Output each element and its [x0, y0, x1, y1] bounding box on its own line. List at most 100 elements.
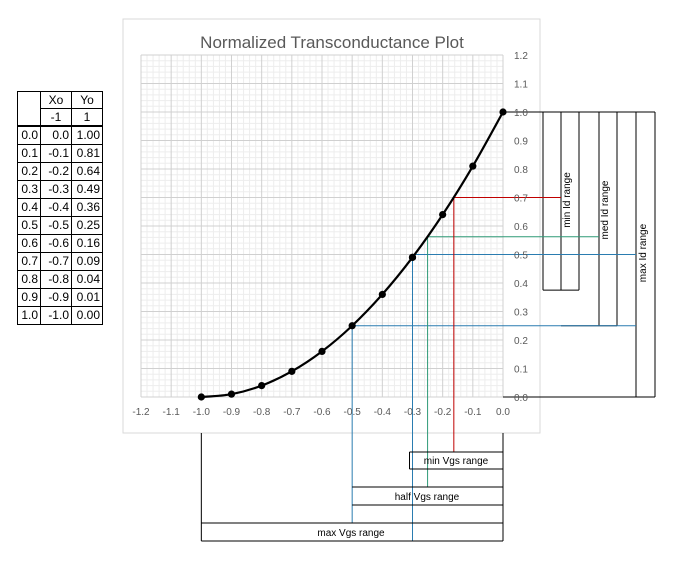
x-tick-label: -0.4 [374, 407, 392, 418]
range-label: med Id range [600, 180, 611, 239]
table-cell-index: 0.8 [17, 270, 41, 289]
table-cell-index: 0.3 [17, 180, 41, 199]
table-header-xo: Xo [40, 91, 72, 109]
table-row: 0.4 -0.4 0.36 [17, 198, 103, 217]
data-point [348, 322, 356, 330]
table-cell-y: 0.64 [71, 162, 103, 181]
data-point [469, 162, 477, 170]
table-header-blank [17, 108, 41, 127]
table-cell-x: -0.9 [40, 288, 72, 307]
y-tick-label: 0.8 [514, 165, 528, 176]
data-series [197, 108, 507, 401]
table-cell-index: 0.9 [17, 288, 41, 307]
x-tick-label: -0.5 [344, 407, 362, 418]
table-row: 1.0 -1.0 0.00 [17, 306, 103, 325]
data-point [439, 211, 447, 219]
table-header-xo-value: -1 [40, 108, 72, 127]
table-cell-index: 0.5 [17, 216, 41, 235]
data-point [288, 367, 296, 375]
table-cell-index: 0.0 [17, 125, 41, 145]
data-table: Xo Yo -1 1 0.0 0.0 1.00 0.1 -0.1 0.81 0.2 -0.2 0… [17, 91, 103, 325]
y-tick-label: 0.0 [514, 393, 528, 404]
y-tick-label: 0.6 [514, 222, 528, 233]
data-point [499, 108, 507, 116]
table-cell-y: 0.25 [71, 216, 103, 235]
x-tick-label: -1.0 [193, 407, 211, 418]
y-tick-label: 0.9 [514, 137, 528, 148]
x-axis-tick-labels: -1.2 -1.1 -1.0 -0.9 -0.8 -0.7 -0.6 -0.5 -0.4 -0.3… [132, 407, 510, 418]
range-label: min Vgs range [424, 456, 489, 467]
table-row: 0.5 -0.5 0.25 [17, 216, 103, 235]
table-cell-x: -0.3 [40, 180, 72, 199]
x-tick-label: -0.2 [434, 407, 452, 418]
table-cell-x: 0.0 [40, 125, 72, 145]
table-cell-y: 0.04 [71, 270, 103, 289]
range-label: half Vgs range [395, 492, 460, 503]
table-header-blank [17, 91, 41, 109]
x-tick-label: -0.6 [313, 407, 331, 418]
table-row: 0.6 -0.6 0.16 [17, 234, 103, 253]
table-cell-x: -0.1 [40, 144, 72, 163]
table-cell-y: 0.09 [71, 252, 103, 271]
y-tick-label: 0.1 [514, 365, 528, 376]
range-brackets: min Vgs range half Vgs range max Vgs range… [200, 111, 656, 542]
table-header-row: Xo Yo [17, 91, 103, 109]
table-cell-x: -0.4 [40, 198, 72, 217]
table-cell-index: 0.1 [17, 144, 41, 163]
table-header-yo-value: 1 [71, 108, 103, 127]
data-point [227, 390, 236, 398]
data-point [378, 290, 386, 298]
table-cell-index: 0.7 [17, 252, 41, 271]
table-cell-index: 0.6 [17, 234, 41, 253]
table-cell-y: 0.49 [71, 180, 103, 199]
table-row: 0.7 -0.7 0.09 [17, 252, 103, 271]
table-row: 0.8 -0.8 0.04 [17, 270, 103, 289]
x-tick-label: 0.0 [496, 407, 510, 418]
y-tick-label: 1.2 [514, 51, 528, 62]
table-cell-y: 0.16 [71, 234, 103, 253]
table-cell-x: -0.7 [40, 252, 72, 271]
table-cell-y: 0.01 [71, 288, 103, 307]
table-cell-x: -0.6 [40, 234, 72, 253]
table-cell-x: -0.2 [40, 162, 72, 181]
table-row: 0.3 -0.3 0.49 [17, 180, 103, 199]
table-row: 0.2 -0.2 0.64 [17, 162, 103, 181]
chart-title: Normalized Transconductance Plot [200, 33, 464, 52]
table-cell-index: 1.0 [17, 306, 41, 325]
x-tick-label: -0.1 [464, 407, 482, 418]
table-cell-x: -0.8 [40, 270, 72, 289]
range-label: min Id range [562, 172, 573, 228]
x-tick-label: -0.8 [253, 407, 271, 418]
y-tick-label: 1.0 [514, 108, 528, 119]
data-point [197, 393, 205, 401]
table-row: 0.1 -0.1 0.81 [17, 144, 103, 163]
y-tick-label: 1.1 [514, 80, 528, 91]
table-header-yo: Yo [71, 91, 103, 109]
table-cell-y: 0.81 [71, 144, 103, 163]
table-cell-x: -0.5 [40, 216, 72, 235]
data-point [318, 347, 326, 355]
table-cell-y: 0.00 [71, 306, 103, 325]
table-cell-x: -1.0 [40, 306, 72, 325]
y-tick-label: 0.5 [514, 251, 528, 262]
x-tick-label: -0.9 [223, 407, 241, 418]
x-tick-label: -1.2 [132, 407, 150, 418]
data-point [258, 382, 266, 390]
table-cell-index: 0.4 [17, 198, 41, 217]
table-row: 0.9 -0.9 0.01 [17, 288, 103, 307]
marker-point [408, 253, 417, 261]
range-label: max Vgs range [317, 528, 385, 539]
y-axis-tick-labels: 0.0 0.1 0.2 0.3 0.4 0.5 0.6 0.7 0.8 0.9 1.0 1.1 1.2 [514, 51, 528, 404]
range-label: max Id range [638, 223, 649, 282]
table-row: 0.0 0.0 1.00 [17, 125, 103, 145]
x-tick-label: -1.1 [163, 407, 181, 418]
y-tick-label: 0.3 [514, 308, 528, 319]
table-header-row: -1 1 [17, 108, 103, 127]
y-tick-label: 0.4 [514, 279, 528, 290]
x-tick-label: -0.7 [283, 407, 301, 418]
table-cell-y: 1.00 [71, 125, 103, 145]
x-tick-label: -0.3 [404, 407, 422, 418]
table-cell-y: 0.36 [71, 198, 103, 217]
